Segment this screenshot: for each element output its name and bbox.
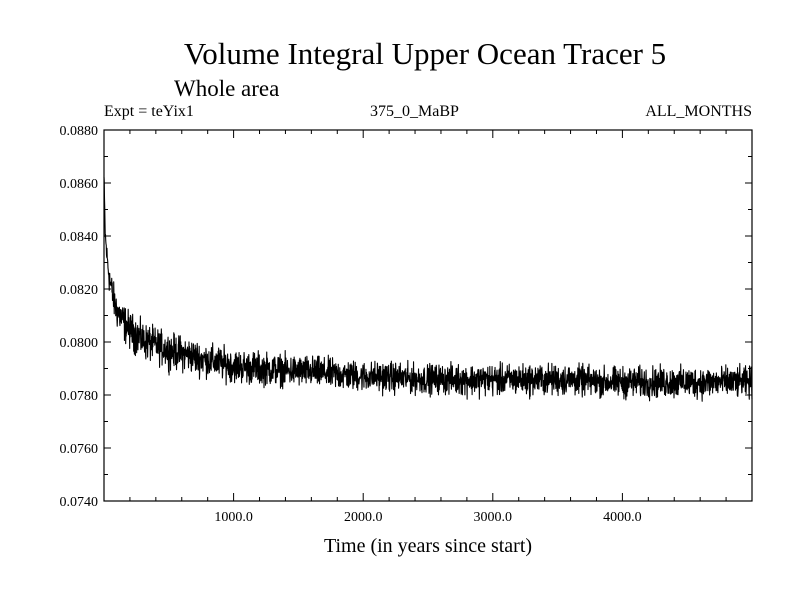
y-tick-label: 0.0740 [60, 495, 99, 510]
experiment-label: Expt = teYix1 [104, 103, 194, 120]
x-tick-label: 3000.0 [474, 510, 513, 525]
x-tick-label: 1000.0 [214, 510, 253, 525]
y-tick-label: 0.0840 [60, 230, 99, 245]
series-line [103, 177, 753, 402]
x-axis-title: Time (in years since start) [323, 535, 533, 557]
y-tick-label: 0.0760 [60, 442, 99, 457]
y-tick-label: 0.0780 [60, 389, 99, 404]
tick-layer [104, 129, 752, 502]
y-tick-label: 0.0800 [60, 336, 99, 351]
x-tick-label: 2000.0 [344, 510, 383, 525]
plot-area-frame [103, 129, 753, 502]
chart-title: Volume Integral Upper Ocean Tracer 5 [183, 36, 667, 71]
y-tick-label: 0.0860 [60, 177, 99, 192]
y-tick-label: 0.0880 [60, 124, 99, 139]
chart-subtitle: Whole area [174, 76, 280, 101]
y-tick-label: 0.0820 [60, 283, 99, 298]
period-label: 375_0_MaBP [370, 103, 459, 120]
x-tick-label: 4000.0 [603, 510, 642, 525]
tick-label-layer: 0.0740 0.0760 0.0780 0.0800 0.0820 0.0840 0.08… [60, 124, 642, 525]
months-label: ALL_MONTHS [645, 103, 752, 120]
series-layer [103, 177, 753, 402]
